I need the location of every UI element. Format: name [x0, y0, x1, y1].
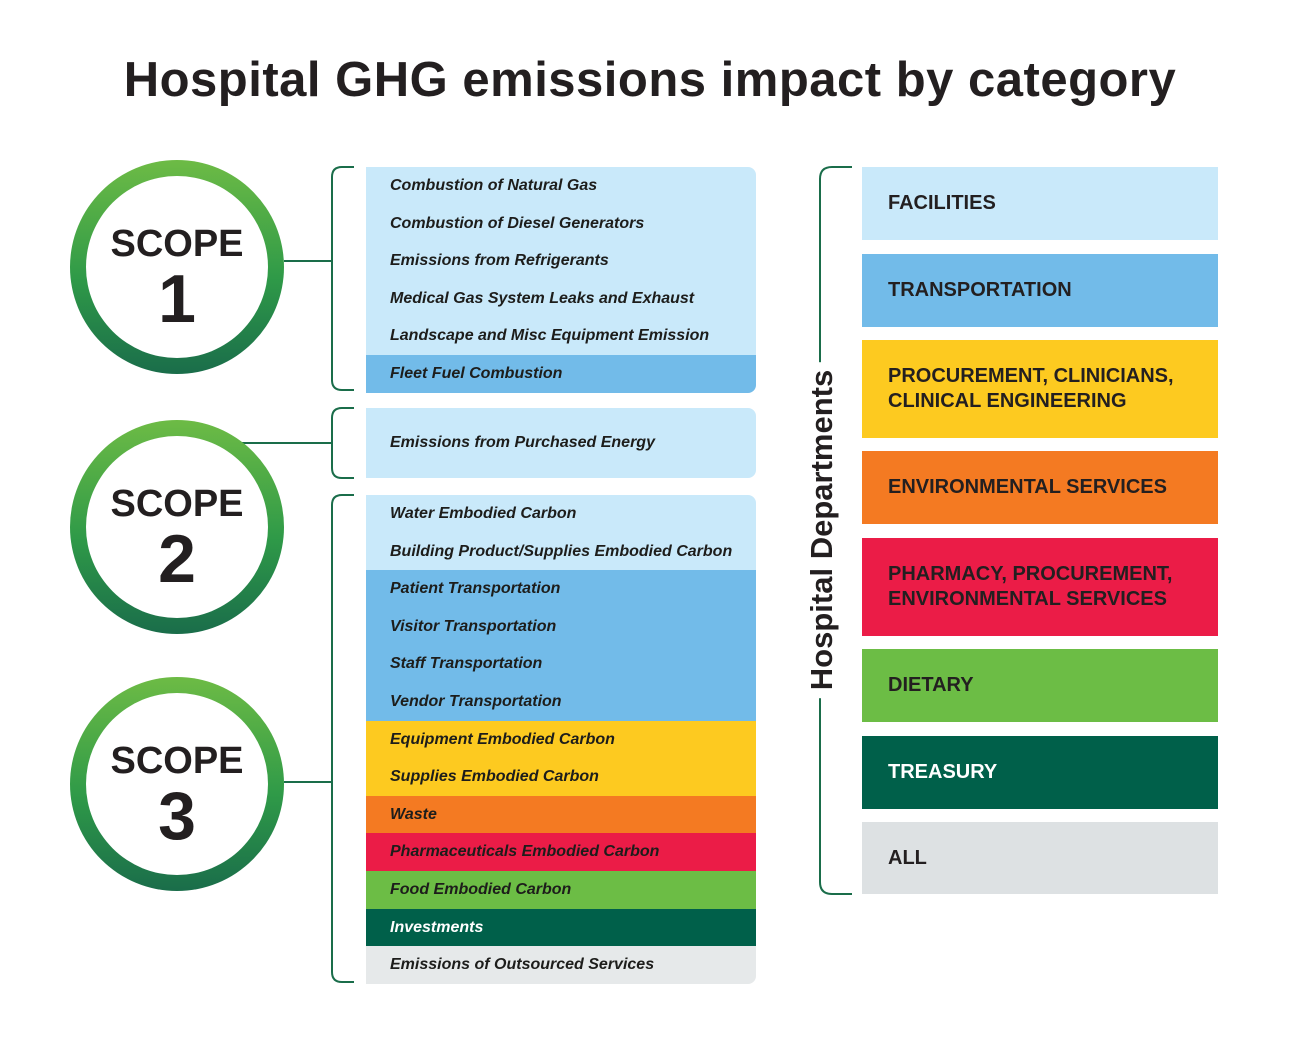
category-item: Investments — [366, 908, 756, 947]
category-item: Combustion of Diesel Generators — [366, 204, 756, 243]
scope1-circle: SCOPE 1 — [70, 160, 284, 374]
category-item: Staff Transportation — [366, 645, 756, 683]
department-transportation: TRANSPORTATION — [862, 254, 1218, 327]
category-item: Equipment Embodied Carbon — [366, 720, 756, 759]
category-item: Combustion of Natural Gas — [366, 167, 756, 205]
department-treasury: TREASURY — [862, 736, 1218, 809]
department-dietary: DIETARY — [862, 649, 1218, 722]
department-label: TRANSPORTATION — [888, 279, 1072, 301]
scope1-word: SCOPE — [110, 223, 244, 265]
department-all: ALL — [862, 822, 1218, 894]
department-environmental-services: ENVIRONMENTAL SERVICES — [862, 451, 1218, 524]
category-item: Emissions from Refrigerants — [366, 242, 756, 280]
departments-heading-text: Hospital Departments — [804, 361, 840, 699]
category-item: Emissions of Outsourced Services — [366, 946, 756, 984]
scope3-bracket — [331, 494, 354, 983]
department-procurement-clinicians: PROCUREMENT, CLINICIANS, CLINICAL ENGINE… — [862, 340, 1218, 438]
category-item: Pharmaceuticals Embodied Carbon — [366, 833, 756, 871]
category-item: Building Product/Supplies Embodied Carbo… — [366, 532, 756, 571]
scope3-circle: SCOPE 3 — [70, 677, 284, 891]
category-item: Vendor Transportation — [366, 682, 756, 721]
department-label: ENVIRONMENTAL SERVICES — [888, 476, 1167, 498]
scope2-category-list: Emissions from Purchased Energy — [366, 408, 756, 478]
category-item: Water Embodied Carbon — [366, 495, 756, 533]
department-label: FACILITIES — [888, 192, 996, 214]
category-item: Visitor Transportation — [366, 607, 756, 646]
category-item: Patient Transportation — [366, 570, 756, 608]
scope3-number: 3 — [158, 778, 196, 854]
category-item: Supplies Embodied Carbon — [366, 758, 756, 796]
department-label: PROCUREMENT, CLINICIANS, CLINICAL ENGINE… — [888, 365, 1174, 412]
scope2-number: 2 — [158, 521, 196, 597]
scope1-bracket — [331, 166, 354, 391]
department-label: TREASURY — [888, 761, 998, 783]
department-label: DIETARY — [888, 674, 974, 696]
department-label: PHARMACY, PROCUREMENT, ENVIRONMENTAL SER… — [888, 563, 1173, 610]
scope1-category-list: Combustion of Natural Gas Combustion of … — [366, 167, 756, 393]
category-item: Fleet Fuel Combustion — [366, 354, 756, 393]
page-title: Hospital GHG emissions impact by categor… — [123, 53, 1177, 107]
department-facilities: FACILITIES — [862, 167, 1218, 240]
scope2-word: SCOPE — [110, 483, 244, 525]
department-label: ALL — [888, 846, 927, 869]
scope2-circle: SCOPE 2 — [70, 420, 284, 634]
category-item: Medical Gas System Leaks and Exhaust — [366, 279, 756, 318]
category-item: Landscape and Misc Equipment Emission — [366, 317, 756, 355]
category-item: Waste — [366, 795, 756, 834]
scope1-number: 1 — [158, 261, 196, 337]
category-item: Food Embodied Carbon — [366, 870, 756, 909]
department-pharmacy-procurement: PHARMACY, PROCUREMENT, ENVIRONMENTAL SER… — [862, 538, 1218, 636]
scope3-word: SCOPE — [110, 740, 244, 782]
scope2-bracket — [331, 407, 354, 479]
category-item: Emissions from Purchased Energy — [366, 408, 756, 478]
scope3-category-list: Water Embodied Carbon Building Product/S… — [366, 495, 756, 984]
